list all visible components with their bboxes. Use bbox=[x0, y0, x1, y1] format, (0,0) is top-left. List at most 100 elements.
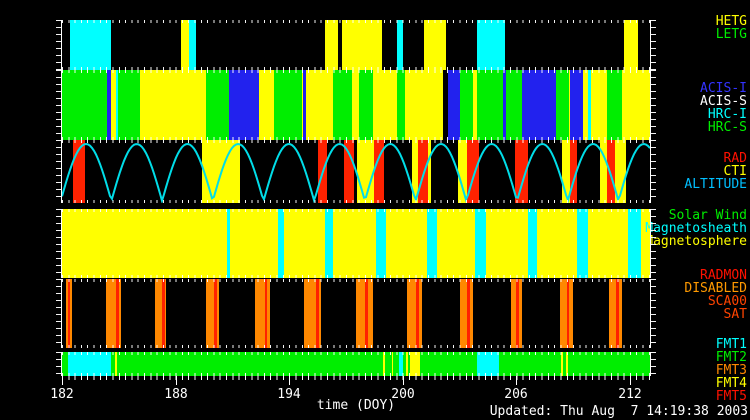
side-ticks bbox=[56, 279, 61, 348]
segment-instruments bbox=[556, 70, 570, 140]
right-axis-band-telemetry-format bbox=[650, 352, 651, 376]
segment-gratings bbox=[188, 20, 197, 70]
side-ticks bbox=[651, 20, 656, 70]
segment-instruments bbox=[582, 70, 589, 140]
left-axis-band-gratings bbox=[61, 20, 62, 70]
segment-telemetry-format bbox=[405, 352, 408, 376]
band-label-cti: CTI bbox=[723, 164, 747, 179]
altitude-curve bbox=[62, 142, 650, 203]
x-axis-major-tick bbox=[62, 376, 63, 385]
segment-instruments bbox=[359, 70, 373, 140]
x-axis-tick-label: 194 bbox=[277, 387, 301, 402]
x-axis-tick-label: 206 bbox=[504, 387, 528, 402]
segment-telemetry-format bbox=[476, 352, 500, 376]
band-radmon bbox=[62, 279, 650, 348]
band-label-letg: LETG bbox=[715, 27, 747, 42]
band-label-radmon: RADMON bbox=[700, 268, 747, 283]
right-axis-band-radmon bbox=[650, 279, 651, 348]
right-axis-band-gratings bbox=[650, 20, 651, 70]
right-axis-band-radiation-altitude bbox=[650, 140, 651, 203]
segment-radiation-altitude bbox=[467, 140, 479, 203]
side-ticks bbox=[651, 209, 656, 278]
segment-radiation-altitude bbox=[374, 140, 384, 203]
x-axis-major-tick bbox=[630, 376, 631, 385]
band-top-ticks bbox=[62, 70, 650, 73]
segment-gratings bbox=[624, 20, 638, 70]
segment-radmon bbox=[205, 279, 220, 348]
left-axis-band-radmon bbox=[61, 279, 62, 348]
segment-gratings bbox=[397, 20, 403, 70]
band-label-acis-i: ACIS-I bbox=[700, 81, 747, 96]
band-label-hrc-s: HRC-S bbox=[707, 120, 747, 135]
segment-solar-wind-region bbox=[628, 209, 642, 278]
segment-telemetry-format bbox=[382, 352, 385, 376]
segment-instruments bbox=[258, 70, 274, 140]
segment-instruments bbox=[139, 70, 206, 140]
segment-instruments bbox=[372, 70, 398, 140]
segment-instruments bbox=[503, 70, 506, 140]
band-label-acis-s: ACIS-S bbox=[700, 94, 747, 109]
segment-gratings bbox=[325, 20, 339, 70]
side-ticks bbox=[651, 70, 656, 140]
segment-instruments bbox=[118, 70, 140, 140]
band-instruments bbox=[62, 70, 650, 140]
segment-radmon bbox=[116, 279, 119, 348]
band-label-sca00: SCA00 bbox=[707, 294, 747, 309]
segment-instruments bbox=[472, 70, 477, 140]
segment-gratings bbox=[423, 20, 447, 70]
band-label-rad: RAD bbox=[723, 151, 747, 166]
band-top-ticks bbox=[62, 20, 650, 23]
segment-solar-wind-region bbox=[226, 209, 231, 278]
segment-instruments bbox=[107, 70, 112, 140]
segment-radmon bbox=[406, 279, 422, 348]
segment-radiation-altitude bbox=[344, 140, 354, 203]
segment-radmon bbox=[416, 279, 419, 348]
segment-instruments bbox=[351, 70, 360, 140]
band-label-sat: SAT bbox=[723, 307, 747, 322]
segment-solar-wind-region bbox=[577, 209, 589, 278]
segment-gratings bbox=[181, 20, 189, 70]
segment-instruments bbox=[448, 70, 460, 140]
band-gratings bbox=[62, 20, 650, 70]
segment-instruments bbox=[522, 70, 557, 140]
segment-solar-wind-region bbox=[474, 209, 487, 278]
right-axis-band-solar-wind-region bbox=[650, 209, 651, 278]
segment-instruments bbox=[306, 70, 333, 140]
segment-telemetry-format bbox=[399, 352, 403, 376]
segment-instruments bbox=[228, 70, 259, 140]
left-axis-band-radiation-altitude bbox=[61, 140, 62, 203]
left-axis-band-telemetry-format bbox=[61, 352, 62, 376]
band-label-magnetosphere: Magnetosphere bbox=[645, 234, 747, 249]
segment-gratings bbox=[69, 20, 112, 70]
segment-solar-wind-region bbox=[427, 209, 437, 278]
side-ticks bbox=[651, 352, 656, 376]
segment-radmon bbox=[566, 279, 570, 348]
segment-instruments bbox=[622, 70, 650, 140]
band-bot-ticks bbox=[62, 345, 650, 348]
segment-radmon bbox=[365, 279, 368, 348]
segment-radmon bbox=[516, 279, 520, 348]
segment-radiation-altitude bbox=[514, 140, 528, 203]
segment-instruments bbox=[302, 70, 307, 140]
segment-radmon bbox=[214, 279, 218, 348]
segment-instruments bbox=[332, 70, 352, 140]
segment-telemetry-format bbox=[115, 352, 117, 376]
segment-radmon bbox=[255, 279, 271, 348]
x-axis-title: time (DOY) bbox=[316, 398, 396, 413]
segment-solar-wind-region bbox=[325, 209, 333, 278]
side-ticks bbox=[56, 140, 61, 203]
x-axis-major-tick bbox=[516, 376, 517, 385]
segment-instruments bbox=[476, 70, 504, 140]
segment-radmon bbox=[154, 279, 167, 348]
segment-radmon bbox=[467, 279, 470, 348]
band-label-magnetosheath: Magnetosheath bbox=[645, 221, 747, 236]
segment-radmon bbox=[162, 279, 166, 348]
band-bot-ticks bbox=[62, 200, 650, 203]
segment-instruments bbox=[569, 70, 583, 140]
band-label-fmt3: FMT3 bbox=[715, 363, 747, 378]
band-label-fmt1: FMT1 bbox=[715, 337, 747, 352]
segment-radiation-altitude bbox=[73, 140, 85, 203]
segment-instruments bbox=[506, 70, 523, 140]
band-bot-ticks bbox=[62, 373, 650, 376]
